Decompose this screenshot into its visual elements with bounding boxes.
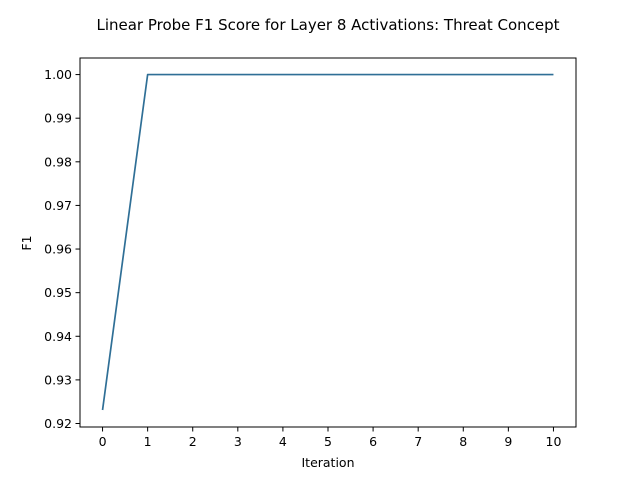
y-tick-label: 0.94 (44, 329, 72, 344)
series-layer (101, 73, 554, 411)
y-tick-label: 0.97 (44, 198, 72, 213)
x-tick-label: 4 (279, 434, 287, 449)
x-axis: 0 1 2 3 4 5 6 7 8 9 10 (99, 427, 562, 449)
y-axis: 0.92 0.93 0.94 0.95 0.96 0.97 0.98 0.99 1.00 (44, 67, 80, 431)
y-axis-label: F1 (19, 235, 34, 250)
x-tick-label: 6 (369, 434, 377, 449)
series-line-0 (101, 73, 554, 411)
x-tick-label: 8 (459, 434, 467, 449)
y-tick-label: 0.99 (44, 111, 72, 126)
y-tick-label: 0.92 (44, 416, 72, 431)
y-tick-label: 0.96 (44, 242, 72, 257)
y-tick-label: 0.98 (44, 154, 72, 169)
plot-frame (79, 57, 577, 428)
y-tick-label: 1.00 (44, 67, 72, 82)
x-tick-label: 7 (414, 434, 422, 449)
x-axis-label: Iteration (301, 455, 354, 470)
plot-area: 0 1 2 3 4 5 6 7 8 9 10 0.920.930.940.950.960.970.9… (44, 57, 577, 449)
chart-title: Linear Probe F1 Score for Layer 8 Activa… (96, 16, 559, 34)
y-tick-label: 0.95 (44, 285, 72, 300)
x-tick-label: 5 (324, 434, 332, 449)
x-tick-label: 9 (504, 434, 512, 449)
x-tick-label: 1 (144, 434, 152, 449)
x-tick-label: 3 (234, 434, 242, 449)
x-tick-label: 10 (546, 434, 562, 449)
x-tick-label: 0 (99, 434, 107, 449)
y-tick-label: 0.93 (44, 372, 72, 387)
x-tick-label: 2 (189, 434, 197, 449)
